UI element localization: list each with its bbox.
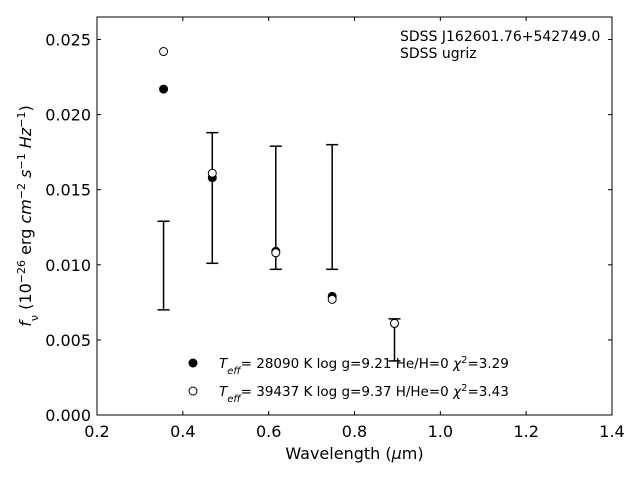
- legend-marker-open: [188, 386, 198, 396]
- point-filled-model: [159, 84, 169, 94]
- y-tick-label: 0.025: [45, 31, 91, 50]
- legend: Teff= 28090 K log g=9.21 He/H=0 χ2=3.29 T…: [188, 355, 509, 405]
- x-tick-label: 0.2: [84, 422, 109, 441]
- x-tick-label: 1.4: [599, 422, 624, 441]
- x-tick-label: 1.2: [513, 422, 538, 441]
- point-open-model: [389, 318, 399, 328]
- x-tick-label: 0.6: [256, 422, 281, 441]
- axis-ticks: 0.2 0.4 0.6 0.8 1.0 1.2 1.4 0.000 0.005 0.010 0.01…: [45, 17, 625, 441]
- point-open-model: [159, 47, 169, 57]
- annotation-object-name: SDSS J162601.76+542749.0: [400, 29, 600, 45]
- x-tick-label: 1.0: [428, 422, 453, 441]
- annotation-survey: SDSS ugriz: [400, 46, 477, 62]
- point-open-model: [207, 168, 217, 178]
- x-axis-title: Wavelength (μm): [285, 444, 423, 463]
- y-tick-label: 0.015: [45, 181, 91, 200]
- x-tick-label: 0.8: [342, 422, 367, 441]
- legend-entry-label: Teff= 28090 K log g=9.21 He/H=0 χ2=3.29: [219, 355, 509, 377]
- y-tick-label: 0.005: [45, 331, 91, 350]
- y-tick-label: 0.010: [45, 256, 91, 275]
- y-tick-label: 0.000: [45, 406, 91, 425]
- error-bar: [326, 143, 339, 271]
- point-open-model: [271, 248, 281, 258]
- y-tick-label: 0.020: [45, 106, 91, 125]
- x-tick-label: 0.4: [170, 422, 195, 441]
- legend-entry-label: Teff= 39437 K log g=9.37 H/He=0 χ2=3.43: [219, 383, 509, 405]
- legend-marker-filled: [188, 358, 198, 368]
- y-axis-title: fν (10−26 erg cm−2 s−1 Hz−1): [15, 105, 41, 326]
- error-bar: [206, 131, 219, 265]
- point-open-model: [327, 294, 337, 304]
- data-series: [159, 47, 399, 328]
- error-bars: [157, 131, 401, 362]
- error-bar: [157, 220, 170, 311]
